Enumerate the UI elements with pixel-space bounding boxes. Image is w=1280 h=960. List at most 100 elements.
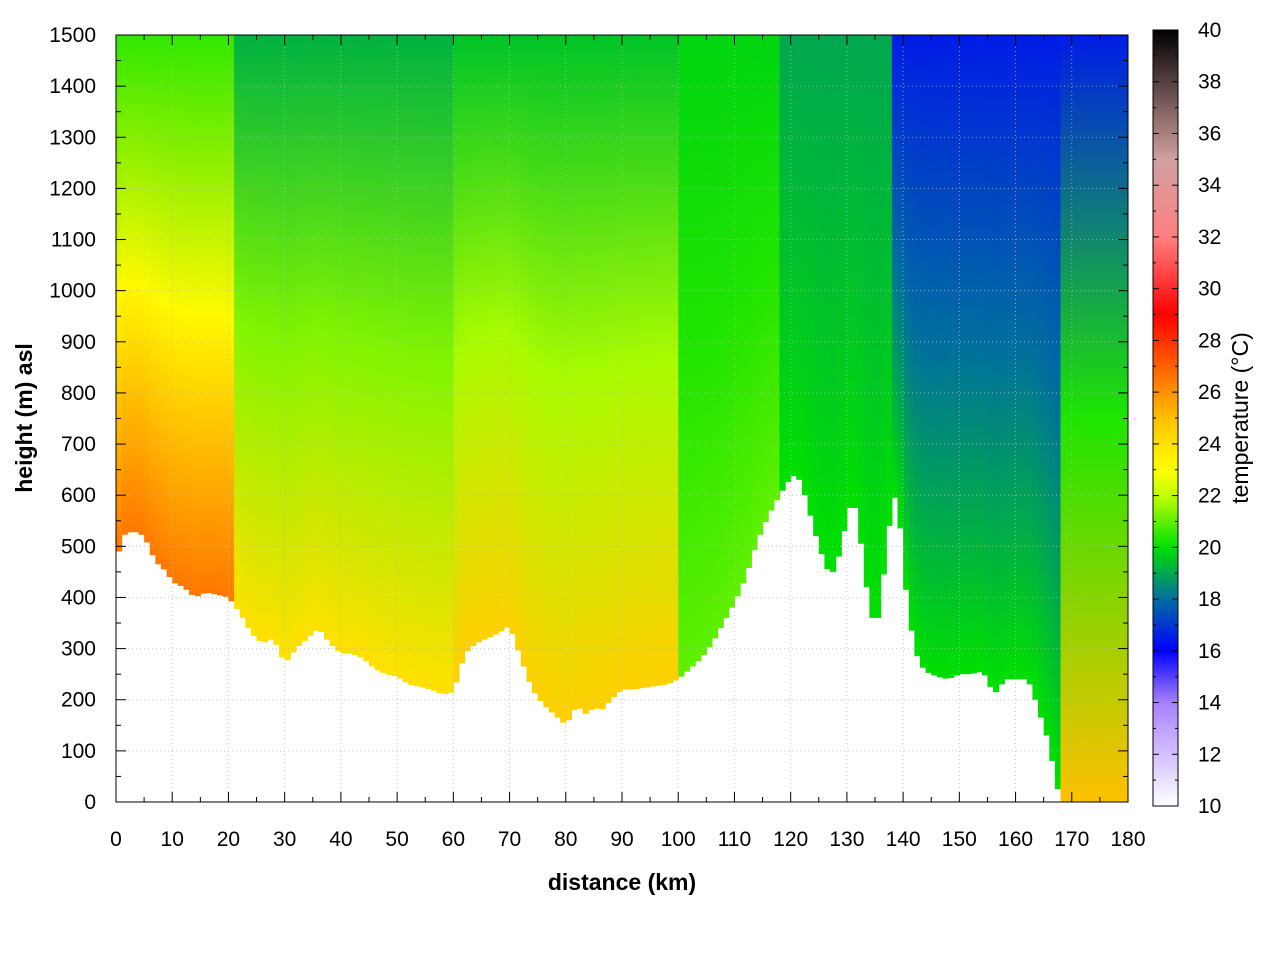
heatmap-column [217, 35, 224, 596]
heatmap-column [177, 35, 185, 586]
heatmap-column [172, 35, 179, 584]
heatmap-column [1015, 35, 1022, 680]
heatmap-column [869, 35, 876, 618]
heatmap-column [166, 35, 173, 578]
y-tick-label: 100 [61, 740, 96, 763]
heatmap-column [616, 35, 623, 693]
heatmap-column [801, 35, 809, 496]
heatmap-field [116, 35, 1128, 802]
x-tick-label: 130 [829, 828, 864, 851]
heatmap-column [588, 35, 595, 710]
heatmap-column [121, 35, 128, 535]
heatmap-column [374, 35, 381, 671]
heatmap-column [301, 35, 308, 641]
heatmap-column [700, 35, 707, 655]
heatmap-column [1038, 35, 1045, 718]
y-tick-label: 1500 [49, 24, 96, 47]
heatmap-column [245, 35, 252, 629]
heatmap-column [430, 35, 438, 691]
heatmap-column [931, 35, 938, 676]
heatmap-column [267, 35, 275, 640]
heatmap-column [554, 35, 561, 718]
heatmap-column [818, 35, 825, 555]
heatmap-column [841, 35, 848, 531]
heatmap-column [644, 35, 651, 688]
heatmap-column [886, 35, 893, 526]
x-tick-label: 170 [1054, 828, 1089, 851]
colorbar-tick-label: 40 [1198, 19, 1221, 42]
heatmap-column [790, 35, 797, 477]
y-tick-label: 1400 [49, 75, 96, 98]
heatmap-column [532, 35, 539, 694]
heatmap-column [858, 35, 865, 544]
colorbar-tick-label: 20 [1198, 536, 1221, 559]
heatmap-column [363, 35, 370, 662]
heatmap-column [312, 35, 319, 631]
colorbar-tick-label: 32 [1198, 226, 1221, 249]
x-tick-label: 110 [718, 828, 751, 851]
heatmap-column [942, 35, 949, 679]
heatmap-column [976, 35, 983, 673]
heatmap-column [824, 35, 831, 570]
heatmap-column [1009, 35, 1017, 680]
heatmap-column [948, 35, 955, 679]
heatmap-column [408, 35, 415, 686]
heatmap-column [627, 35, 634, 690]
heatmap-column [728, 35, 736, 608]
heatmap-column [807, 35, 814, 516]
heatmap-column [964, 35, 972, 675]
heatmap-column [751, 35, 758, 551]
heatmap-column [138, 35, 145, 535]
y-tick-label: 500 [61, 535, 96, 558]
heatmap-column [745, 35, 752, 569]
heatmap-column [385, 35, 393, 675]
y-tick-label: 1100 [51, 229, 96, 252]
heatmap-column [357, 35, 364, 658]
colorbar [1152, 29, 1179, 807]
heatmap-column [279, 35, 286, 658]
heatmap-column [436, 35, 443, 694]
heatmap-column [419, 35, 426, 688]
colorbar-tick-label: 26 [1198, 381, 1221, 404]
x-tick-label: 140 [886, 828, 921, 851]
heatmap-column [875, 35, 882, 618]
heatmap-column [689, 35, 696, 667]
heatmap-column [666, 35, 674, 684]
heatmap-column [925, 35, 932, 673]
heatmap-column [222, 35, 230, 597]
colorbar-tick-label: 30 [1198, 278, 1221, 301]
heatmap-column [813, 35, 820, 537]
heatmap-column [492, 35, 499, 635]
heatmap-column [1077, 35, 1084, 802]
heatmap-column [560, 35, 567, 723]
heatmap-column [475, 35, 483, 643]
heatmap-column [661, 35, 668, 685]
heatmap-column [565, 35, 572, 721]
y-tick-label: 0 [84, 791, 96, 814]
heatmap-column [498, 35, 505, 632]
x-tick-label: 20 [217, 828, 240, 851]
heatmap-column [234, 35, 241, 609]
heatmap-column [307, 35, 314, 636]
colorbar-tick-label: 16 [1198, 640, 1221, 663]
heatmap-column [610, 35, 617, 698]
heatmap-column [380, 35, 387, 673]
heatmap-column [908, 35, 915, 631]
heatmap-column [537, 35, 544, 702]
heatmap-column [256, 35, 263, 641]
heatmap-column [1021, 35, 1028, 680]
heatmap-column [509, 35, 516, 634]
heatmap-column [914, 35, 921, 657]
heatmap-column [970, 35, 977, 674]
colorbar-tick-label: 24 [1198, 433, 1222, 456]
heatmap-column [1099, 35, 1107, 802]
heatmap-column [1026, 35, 1034, 685]
x-tick-label: 0 [110, 828, 122, 851]
heatmap-column [577, 35, 584, 709]
heatmap-column [852, 35, 859, 508]
heatmap-column [835, 35, 842, 557]
heatmap-column [1066, 35, 1073, 802]
heatmap-column [442, 35, 449, 694]
colorbar-tick-label: 18 [1198, 588, 1221, 611]
